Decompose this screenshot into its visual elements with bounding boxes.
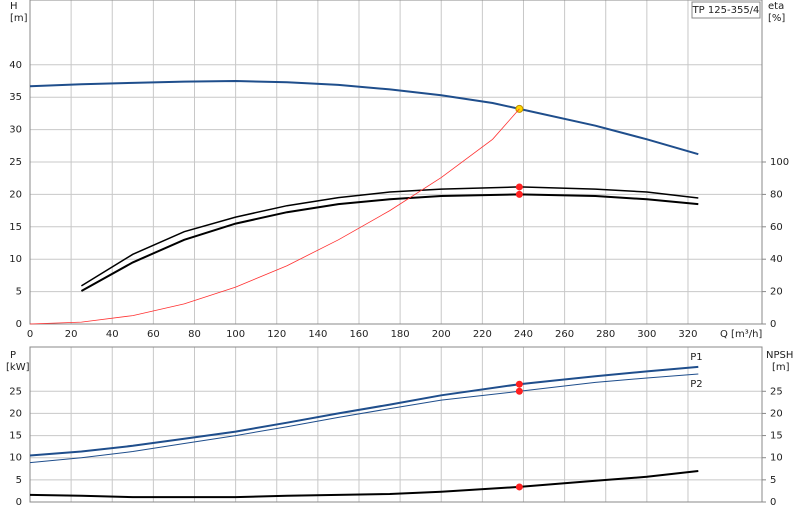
y2-tick-label: 20	[770, 287, 783, 298]
x-tick-label: 280	[596, 329, 615, 340]
x-tick-label: 160	[349, 329, 368, 340]
operating-point	[515, 380, 523, 388]
y2-tick-label: 20	[770, 408, 783, 419]
x-tick-label: 80	[188, 329, 201, 340]
y-axis-label: H	[10, 1, 18, 12]
y2-axis-label: eta	[768, 1, 784, 12]
y2-axis-label: NPSH	[766, 350, 793, 361]
operating-point	[515, 183, 523, 191]
curve	[29, 365, 699, 457]
y2-tick-label: 60	[770, 222, 783, 233]
x-tick-label: 240	[514, 329, 533, 340]
y-tick-label: 5	[16, 287, 22, 298]
y2-tick-label: 0	[770, 497, 776, 508]
y-tick-label: 40	[9, 60, 22, 71]
y-axis-label: P	[10, 350, 16, 361]
series-label: P1	[690, 352, 702, 363]
plot-frame	[29, 346, 763, 503]
y2-tick-label: 15	[770, 431, 783, 442]
y-tick-label: 15	[9, 431, 22, 442]
operating-point	[515, 387, 523, 395]
curve	[29, 79, 699, 156]
curve	[29, 108, 520, 325]
x-tick-label: 220	[473, 329, 492, 340]
series-label: P2	[690, 379, 702, 390]
x-tick-label: 320	[678, 329, 697, 340]
y2-tick-label: 0	[770, 319, 776, 330]
x-tick-label: 140	[308, 329, 327, 340]
y-tick-label: 30	[9, 125, 22, 136]
x-tick-label: 40	[106, 329, 119, 340]
y-tick-label: 5	[16, 475, 22, 486]
curve	[81, 186, 699, 287]
y-axis-unit: [kW]	[6, 362, 30, 373]
y2-axis-unit: [m]	[772, 362, 790, 373]
y2-tick-label: 25	[770, 386, 783, 397]
y2-tick-label: 80	[770, 189, 783, 200]
y-axis-unit: [m]	[10, 13, 28, 24]
y-tick-label: 20	[9, 189, 22, 200]
y-tick-label: 0	[16, 497, 22, 508]
x-tick-label: 120	[267, 329, 286, 340]
y2-tick-label: 100	[770, 157, 789, 168]
x-tick-label: 200	[432, 329, 451, 340]
x-tick-label: 180	[391, 329, 410, 340]
y2-tick-label: 40	[770, 254, 783, 265]
x-axis-label: Q [m³/h]	[720, 329, 762, 340]
operating-point	[515, 190, 523, 198]
x-tick-label: 260	[555, 329, 574, 340]
x-tick-label: 0	[27, 329, 33, 340]
y2-tick-label: 5	[770, 475, 776, 486]
chart-title: TP 125-355/4	[692, 5, 760, 16]
y-tick-label: 25	[9, 157, 22, 168]
title-box	[691, 1, 761, 19]
y-tick-label: 20	[9, 408, 22, 419]
curve	[29, 470, 699, 499]
curve	[80, 193, 699, 292]
y-tick-label: 35	[9, 92, 22, 103]
y-tick-label: 0	[16, 319, 22, 330]
x-tick-label: 60	[147, 329, 160, 340]
operating-point	[515, 483, 523, 491]
curve	[29, 373, 699, 464]
x-tick-label: 100	[226, 329, 245, 340]
x-tick-label: 300	[637, 329, 656, 340]
y2-tick-label: 10	[770, 453, 783, 464]
y-tick-label: 10	[9, 453, 22, 464]
y-tick-label: 15	[9, 222, 22, 233]
y-tick-label: 25	[9, 386, 22, 397]
y-tick-label: 10	[9, 254, 22, 265]
y2-axis-unit: [%]	[768, 13, 785, 24]
x-tick-label: 20	[65, 329, 78, 340]
